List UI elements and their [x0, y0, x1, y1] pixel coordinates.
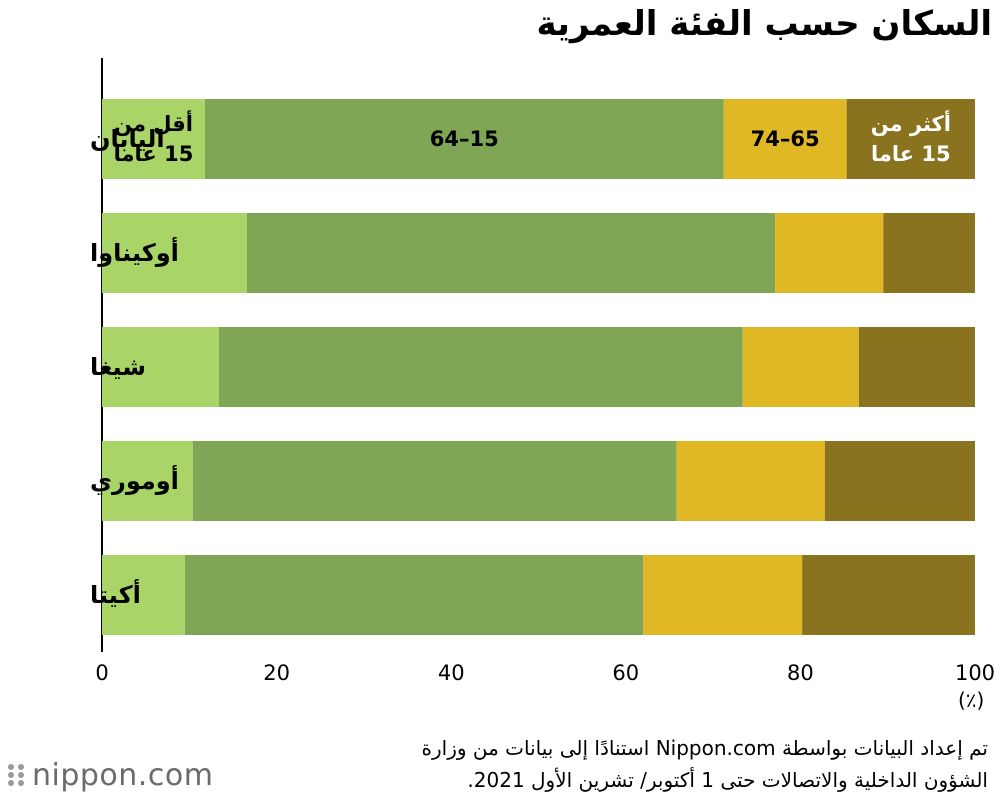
category-label: اليابان: [90, 125, 165, 153]
x-tick-label: 20: [263, 661, 290, 685]
source-line-1: تم إعداد البيانات بواسطة Nippon.com استن…: [421, 736, 989, 760]
segment-label: أقل من: [114, 109, 193, 136]
bar-segment: [218, 327, 743, 407]
chart-title: السكان حسب الفئة العمرية: [536, 4, 992, 44]
segment-label: 65–74: [751, 127, 820, 151]
logo-text: nippon.com: [32, 758, 214, 793]
bar-segment: [102, 555, 185, 635]
bar-segment: [192, 441, 677, 521]
x-tick-label: 60: [612, 661, 639, 685]
segment-label: 15 عاما: [114, 142, 194, 166]
category-label: شيغا: [90, 353, 146, 381]
bar-segment: [742, 327, 859, 407]
bar-segment: [846, 99, 975, 179]
bar-segment: [858, 327, 975, 407]
x-tick-label: 0: [95, 661, 108, 685]
x-tick-label: 100: [955, 661, 995, 685]
category-label: أوكيناوا: [90, 237, 179, 267]
segment-label: 15–64: [430, 127, 499, 151]
bar-segment: [102, 327, 219, 407]
bar-segment: [824, 441, 975, 521]
logo-dots-icon: [8, 764, 24, 786]
bar-segment: [643, 555, 803, 635]
bar-segment: [102, 213, 247, 293]
source-note: تم إعداد البيانات بواسطة Nippon.com استن…: [248, 732, 989, 796]
bar-segment: [723, 99, 847, 179]
bar-segment: [802, 555, 975, 635]
bar-segment: [883, 213, 975, 293]
bar-segment: [246, 213, 776, 293]
nippon-logo: nippon.com: [6, 758, 213, 793]
bar-segment: [102, 441, 193, 521]
x-axis-unit: (٪): [958, 688, 985, 712]
segment-label: 15 عاما: [871, 142, 951, 166]
bar-segment: [205, 99, 724, 179]
x-tick-label: 40: [438, 661, 465, 685]
category-label: أوموري: [90, 465, 179, 495]
category-label: أكيتا: [90, 579, 141, 609]
segment-label: أكثر من: [871, 109, 951, 136]
bar-segment: [775, 213, 884, 293]
bar-segment: [676, 441, 825, 521]
x-tick-label: 80: [787, 661, 814, 685]
source-line-2: الشؤون الداخلية والاتصالات حتى 1 أكتوبر/…: [467, 768, 988, 792]
bar-segment: [102, 99, 206, 179]
bar-segment: [184, 555, 644, 635]
